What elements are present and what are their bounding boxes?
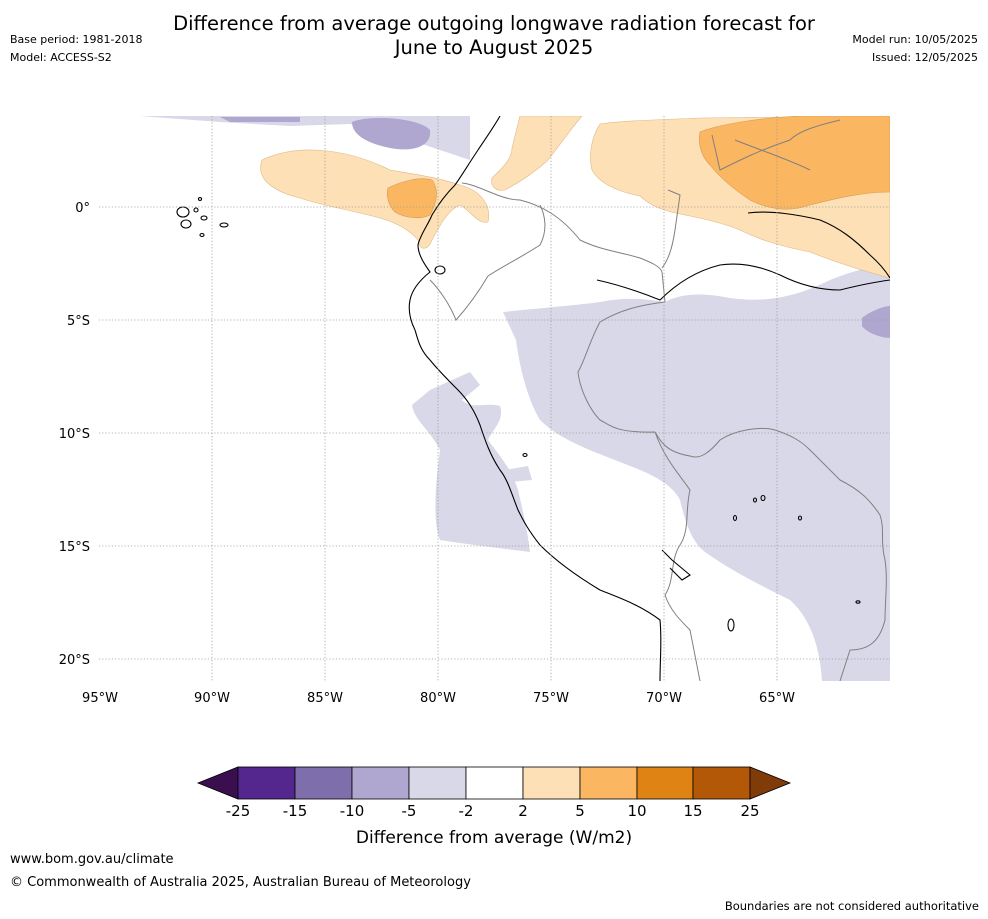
lon-label: 70°W bbox=[646, 691, 682, 706]
colorbar-bin bbox=[465, 766, 524, 800]
lon-label: 95°W bbox=[82, 691, 118, 706]
colorbar-bin bbox=[294, 766, 353, 800]
model-name: Model: ACCESS-S2 bbox=[10, 51, 112, 64]
anomaly-neg-ocean bbox=[412, 372, 530, 552]
colorbar-bin bbox=[237, 766, 296, 800]
colorbar-extend-low bbox=[196, 766, 239, 800]
anomaly-pos-west bbox=[260, 149, 490, 249]
meta-right: Model run: 10/05/2025 Issued: 12/05/2025 bbox=[852, 31, 978, 67]
colorbar-tick-label: -2 bbox=[459, 802, 474, 820]
lat-label: 5°S bbox=[67, 314, 90, 329]
base-period: Base period: 1981-2018 bbox=[10, 33, 143, 46]
country-borders bbox=[429, 119, 887, 681]
anomaly-neg-main bbox=[503, 264, 890, 681]
title-line-1: Difference from average outgoing longwav… bbox=[173, 12, 815, 35]
anomaly-pos-central bbox=[491, 116, 583, 191]
graticule bbox=[99, 116, 890, 681]
anomaly-pos-east-core bbox=[699, 116, 890, 210]
lat-label: 15°S bbox=[59, 540, 90, 555]
website-link[interactable]: www.bom.gov.au/climate bbox=[10, 852, 174, 867]
lat-label: 20°S bbox=[59, 653, 90, 668]
title-line-2: June to August 2025 bbox=[394, 36, 594, 59]
lon-label: 80°W bbox=[420, 691, 456, 706]
colorbar-tick-label: 15 bbox=[683, 802, 702, 820]
colorbar-bin bbox=[522, 766, 581, 800]
lat-label: 10°S bbox=[59, 427, 90, 442]
colorbar-extend-high bbox=[749, 766, 792, 800]
lon-label: 75°W bbox=[533, 691, 569, 706]
colorbar-tick-label: -5 bbox=[402, 802, 417, 820]
anomaly-neg-ocean-islet bbox=[505, 466, 532, 482]
colorbar-tick-label: 10 bbox=[627, 802, 646, 820]
anomaly-neg-north-strip bbox=[220, 117, 300, 122]
colorbar-tick-label: 2 bbox=[518, 802, 528, 820]
copyright: © Commonwealth of Australia 2025, Austra… bbox=[10, 875, 471, 890]
anomaly-neg-north-core bbox=[352, 117, 431, 150]
meta-left: Base period: 1981-2018 Model: ACCESS-S2 bbox=[10, 31, 142, 67]
model-run: Model run: 10/05/2025 bbox=[852, 33, 978, 46]
lat-labels: 0° 5°S 10°S 15°S 20°S bbox=[59, 201, 90, 668]
anomaly-neg-east-core bbox=[862, 306, 890, 338]
disclaimer: Boundaries are not considered authoritat… bbox=[724, 899, 979, 913]
colorbar-bin bbox=[692, 766, 751, 800]
lon-label: 65°W bbox=[759, 691, 795, 706]
colorbar-bin bbox=[408, 766, 467, 800]
coastline bbox=[176, 116, 890, 681]
colorbar-tick-label: -25 bbox=[226, 802, 251, 820]
anomaly-pos-west-core bbox=[386, 178, 437, 219]
colorbar-bin bbox=[636, 766, 694, 800]
colorbar-ticks: -25 -15 -10 -5 -2 2 5 10 15 25 bbox=[226, 802, 760, 820]
map-area bbox=[99, 116, 890, 681]
colorbar-bin bbox=[351, 766, 410, 800]
colorbar-bin bbox=[579, 766, 638, 800]
lon-label: 85°W bbox=[307, 691, 343, 706]
chart-title: Difference from average outgoing longwav… bbox=[0, 12, 988, 60]
colorbar-tick-label: 5 bbox=[575, 802, 585, 820]
issued-date: Issued: 12/05/2025 bbox=[871, 51, 978, 64]
colorbar-label: Difference from average (W/m2) bbox=[356, 828, 632, 848]
colorbar bbox=[196, 766, 792, 800]
lat-label: 0° bbox=[75, 201, 90, 216]
colorbar-tick-label: 25 bbox=[740, 802, 759, 820]
lon-labels: 95°W 90°W 85°W 80°W 75°W 70°W 65°W bbox=[82, 691, 795, 706]
colorbar-tick-label: -10 bbox=[340, 802, 365, 820]
colorbar-tick-label: -15 bbox=[283, 802, 308, 820]
lon-label: 90°W bbox=[194, 691, 230, 706]
